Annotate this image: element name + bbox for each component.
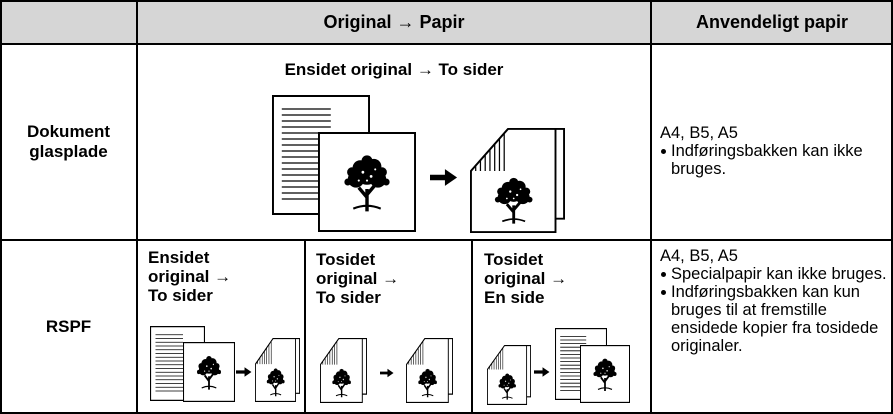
heading-line: En side (484, 288, 545, 307)
heading-line: Ensidet (148, 248, 210, 267)
duplex-icon (320, 339, 366, 403)
row-label: Dokument glasplade (0, 44, 137, 240)
header-original: Original → Papir (137, 0, 651, 44)
duplex-icon (406, 339, 452, 403)
bullet (661, 272, 666, 277)
heading-line: Tosidet (316, 250, 376, 269)
label-line: Dokument (26, 122, 111, 141)
row-label: RSPF (0, 240, 137, 414)
heading-line: original → (484, 269, 568, 288)
page-icon (184, 343, 235, 402)
header-empty (0, 0, 137, 44)
duplex-icon (487, 346, 530, 405)
heading-line: To sider (148, 286, 213, 305)
heading-line: Tosidet (484, 250, 544, 269)
paper-cell: A4, B5, A5 Indføringsbakken kan ikke bru… (660, 124, 892, 178)
page-icon (581, 346, 630, 403)
duplex-icon (255, 339, 299, 402)
page-icon (319, 133, 415, 231)
arrow-icon (380, 368, 394, 378)
paper-cell: A4, B5, A5 Specialpapir kan ikke bruges.… (660, 247, 892, 355)
duplex-icon (471, 129, 564, 232)
note: Indføringsbakken kan ikke bruges. (660, 142, 892, 178)
bullet (661, 290, 666, 295)
arrow-icon (534, 367, 550, 377)
arrow-icon (430, 169, 458, 186)
header-paper: Anvendeligt papir (651, 0, 893, 44)
heading-line: original → (148, 267, 232, 286)
note: Indføringsbakken kan kun bruges til at f… (660, 283, 892, 355)
mode-heading: Tosidet original → To sider (316, 250, 466, 307)
heading-line: original → (316, 269, 400, 288)
paper-sizes: A4, B5, A5 (660, 247, 738, 265)
note-text: Indføringsbakken kan ikke bruges. (671, 142, 863, 178)
heading-line: To sider (316, 288, 381, 307)
note: Specialpapir kan ikke bruges. (660, 265, 892, 283)
arrow-icon (236, 367, 252, 377)
label-line: glasplade (29, 142, 108, 161)
mode-heading: Tosidet original → En side (484, 250, 644, 307)
note-text: Indføringsbakken kan kun bruges til at f… (671, 283, 879, 355)
label-line: RSPF (45, 317, 92, 336)
note-text: Specialpapir kan ikke bruges. (671, 265, 887, 283)
mode-heading: Ensidet original → To sider (284, 60, 504, 79)
paper-sizes: A4, B5, A5 (660, 124, 738, 142)
mode-heading: Ensidet original → To sider (148, 248, 298, 305)
bullet (661, 149, 666, 154)
